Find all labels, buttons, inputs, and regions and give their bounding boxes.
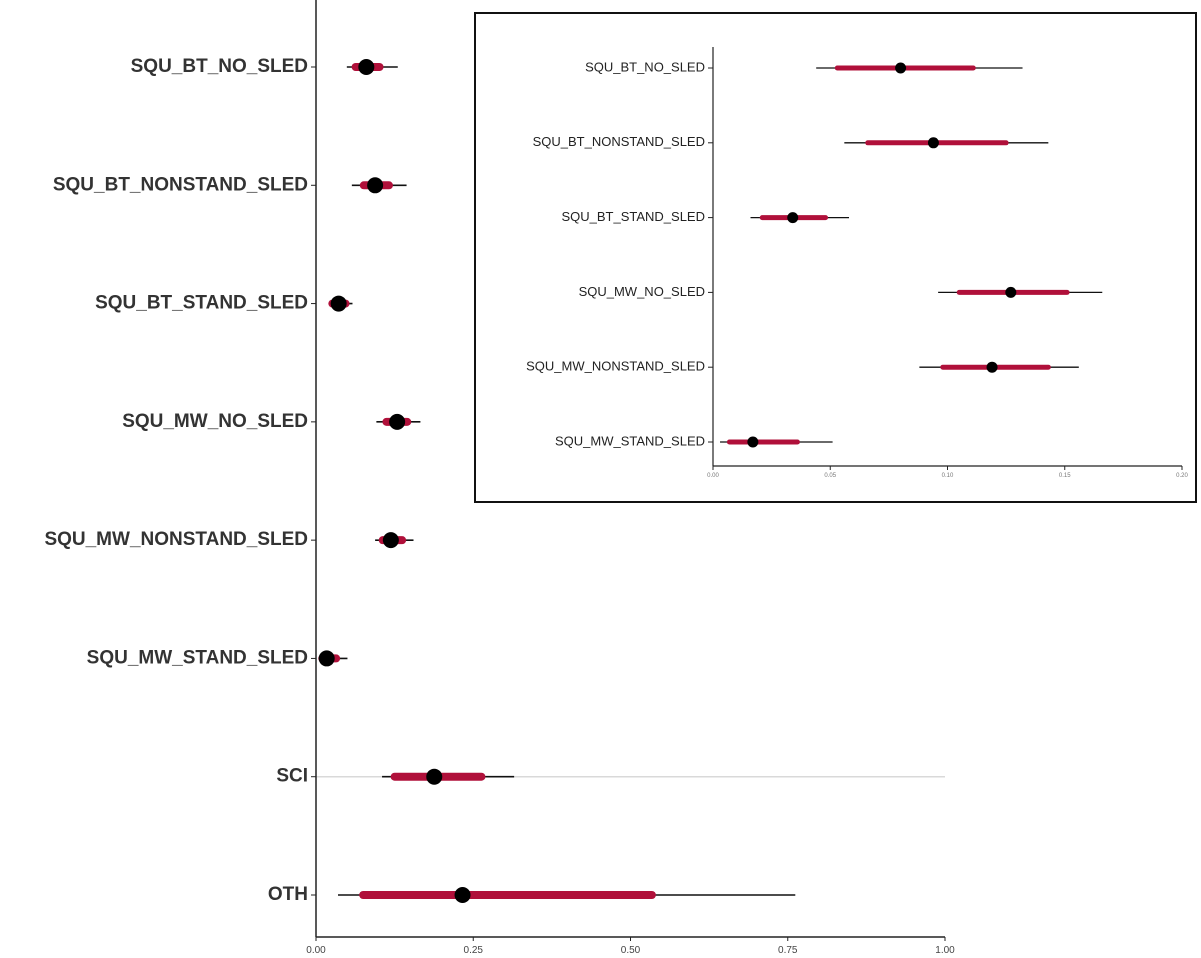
inset-point-squ-bt-stand-sled <box>787 212 799 224</box>
inset-x-tick-label-4: 0.20 <box>1176 473 1188 479</box>
inset-label-squ-mw-no-sled: SQU_MW_NO_SLED <box>579 284 705 299</box>
inset-x-tick-label-1: 0.05 <box>824 473 836 479</box>
main-x-tick-label-0: 0.00 <box>306 945 326 956</box>
inset-chart: SQU_BT_NO_SLED SQU_BT_NONSTAND_SLED SQU_BT… <box>526 47 1188 479</box>
main-label-squ-bt-stand-sled: SQU_BT_STAND_SLED <box>95 293 308 314</box>
inset-point-squ-bt-nonstand-sled <box>927 137 939 149</box>
inset-x-tick-label-2: 0.10 <box>942 473 954 479</box>
main-point-squ-mw-stand-sled <box>318 650 335 667</box>
main-point-sci <box>426 768 443 785</box>
main-label-squ-mw-no-sled: SQU_MW_NO_SLED <box>122 411 308 432</box>
main-label-squ-mw-nonstand-sled: SQU_MW_NONSTAND_SLED <box>44 529 308 550</box>
main-point-squ-mw-no-sled <box>389 413 406 430</box>
inset-label-squ-mw-nonstand-sled: SQU_MW_NONSTAND_SLED <box>526 359 705 374</box>
inset-label-squ-bt-nonstand-sled: SQU_BT_NONSTAND_SLED <box>533 134 705 149</box>
inset-label-squ-mw-stand-sled: SQU_MW_STAND_SLED <box>555 433 705 448</box>
main-x-tick-label-1: 0.25 <box>464 945 484 956</box>
inset-point-squ-mw-no-sled <box>1005 286 1017 298</box>
main-label-sci: SCI <box>276 766 308 787</box>
inset-point-squ-mw-stand-sled <box>747 436 759 448</box>
inset-x-tick-label-0: 0.00 <box>707 473 719 479</box>
main-point-squ-mw-nonstand-sled <box>382 532 399 549</box>
main-x-tick-label-4: 1.00 <box>935 945 955 956</box>
main-point-squ-bt-no-sled <box>358 59 375 75</box>
inset-chart-frame: SQU_BT_NO_SLED SQU_BT_NONSTAND_SLED SQU_BT… <box>474 12 1197 503</box>
inset-point-squ-bt-no-sled <box>895 62 907 74</box>
inset-point-squ-mw-nonstand-sled <box>986 361 998 373</box>
main-label-squ-bt-nonstand-sled: SQU_BT_NONSTAND_SLED <box>53 174 308 195</box>
main-x-tick-label-2: 0.50 <box>621 945 641 956</box>
main-label-oth: OTH <box>268 884 308 905</box>
inset-label-squ-bt-stand-sled: SQU_BT_STAND_SLED <box>561 209 705 224</box>
main-label-squ-mw-stand-sled: SQU_MW_STAND_SLED <box>87 647 308 668</box>
main-x-tick-label-3: 0.75 <box>778 945 798 956</box>
main-point-oth <box>454 887 471 903</box>
main-point-squ-bt-nonstand-sled <box>367 177 384 194</box>
main-point-squ-bt-stand-sled <box>330 295 347 312</box>
inset-label-squ-bt-no-sled: SQU_BT_NO_SLED <box>585 59 705 74</box>
main-label-squ-bt-no-sled: SQU_BT_NO_SLED <box>131 56 308 77</box>
inset-x-tick-label-3: 0.15 <box>1059 473 1071 479</box>
